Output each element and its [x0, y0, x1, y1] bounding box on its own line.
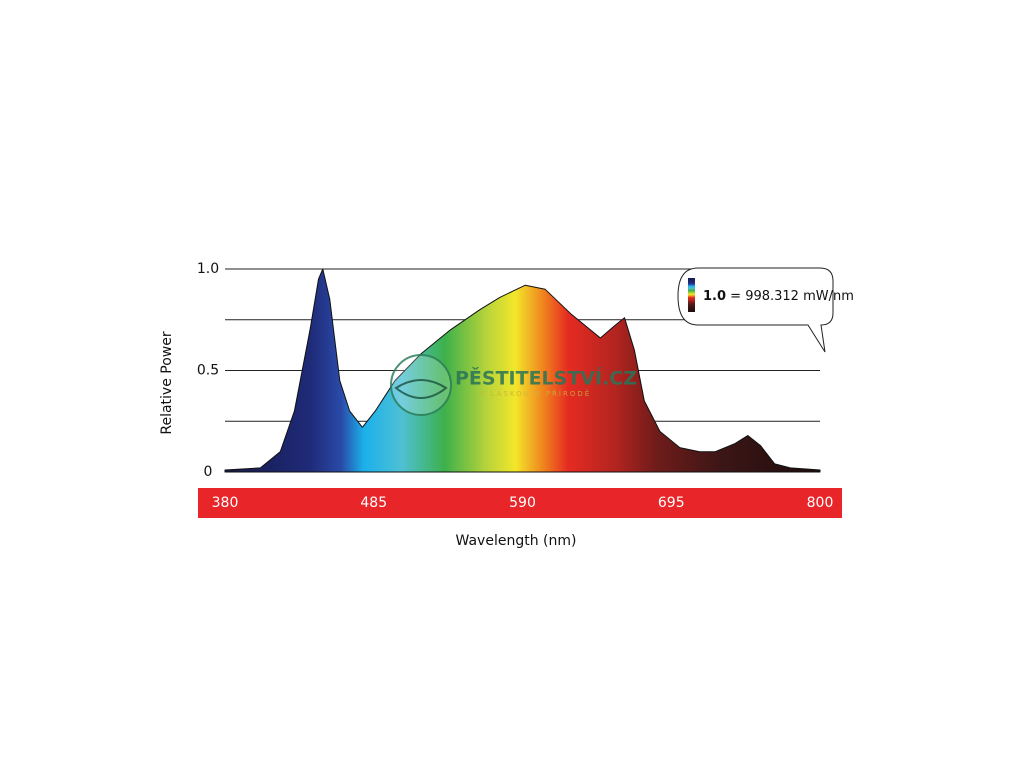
x-tick-label: 800	[807, 495, 834, 511]
x-tick-label: 590	[509, 495, 536, 511]
x-axis-band	[198, 488, 842, 518]
x-tick-label: 695	[658, 495, 685, 511]
watermark: PĚSTITELSTVÍ.CZ S LÁSKOU K PŘÍRODĚ	[390, 354, 637, 416]
callout-text: 1.0 = 998.312 mW/nm	[703, 289, 854, 304]
callout	[677, 267, 834, 353]
y-axis-label: Relative Power	[159, 331, 175, 434]
watermark-leaf	[394, 379, 448, 399]
x-tick-label: 485	[360, 495, 387, 511]
spectrum-area	[224, 268, 821, 473]
y-tick-label: 1.0	[197, 261, 219, 277]
x-tick-label: 380	[212, 495, 239, 511]
callout-bold: 1.0	[703, 289, 726, 304]
callout-color-bar	[688, 278, 695, 312]
watermark-logo	[390, 354, 452, 416]
x-axis-label: Wavelength (nm)	[456, 533, 577, 549]
watermark-subtitle: S LÁSKOU K PŘÍRODĚ	[480, 389, 591, 398]
callout-value: = 998.312 mW/nm	[730, 289, 854, 304]
y-tick-label: 0	[204, 464, 213, 480]
y-tick-label: 0.5	[197, 363, 219, 379]
watermark-title: PĚSTITELSTVÍ.CZ	[455, 367, 637, 390]
